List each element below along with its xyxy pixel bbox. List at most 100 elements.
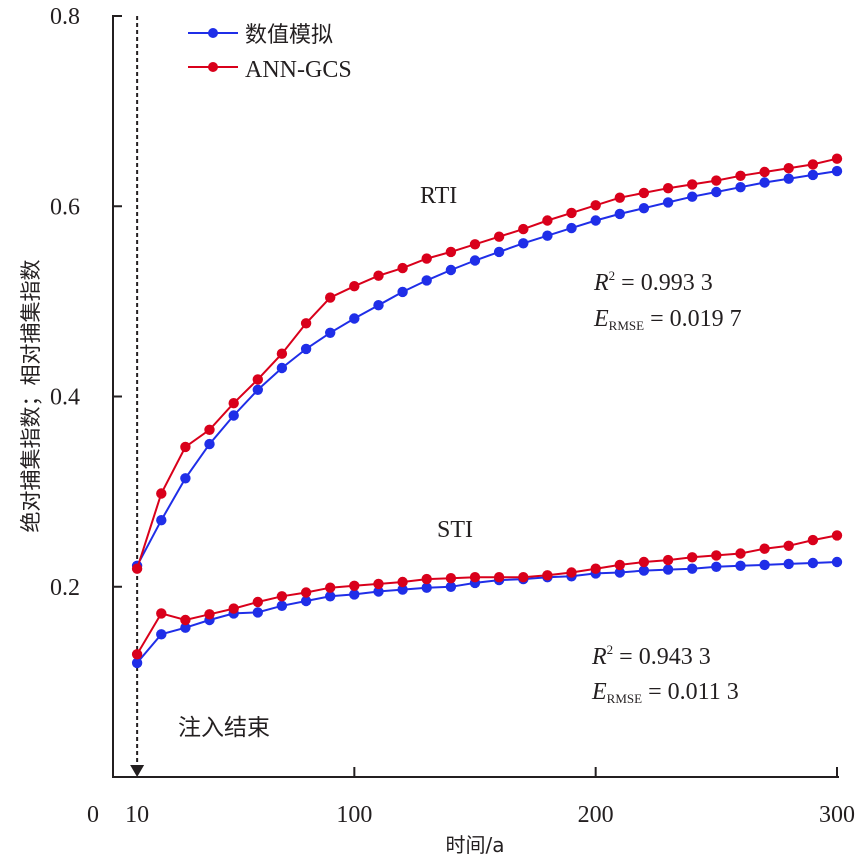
data-point: [614, 559, 625, 571]
data-point: [228, 410, 239, 421]
data-point: [759, 559, 770, 571]
data-point: [156, 515, 167, 526]
x-tick-label: 100: [336, 802, 372, 828]
data-point: [421, 573, 432, 585]
sti-rmse-stat: ERMSE = 0.011 3: [591, 679, 739, 706]
data-point: [590, 563, 601, 574]
data-point: [566, 207, 577, 219]
y-ticks: 0.2 0.4 0.6 0.8: [50, 4, 122, 601]
data-point: [518, 223, 529, 235]
sti-rmse-value: 0.011 3: [668, 679, 739, 705]
data-point: [469, 255, 481, 266]
data-point: [349, 313, 360, 324]
data-point: [687, 552, 698, 563]
data-point: [831, 556, 843, 568]
series-layer: [131, 153, 843, 669]
data-point: [445, 264, 457, 276]
injection-end-label: 注入结束: [178, 715, 270, 741]
data-point: [252, 596, 263, 608]
data-point: [180, 473, 191, 484]
data-point: [397, 576, 408, 588]
arrow-down-icon: [130, 765, 145, 777]
data-point: [421, 582, 432, 593]
data-point: [831, 165, 843, 177]
x-ticks: 0 10 100 200 300: [87, 767, 855, 828]
data-point: [735, 182, 746, 193]
data-point: [542, 230, 553, 241]
data-point: [542, 570, 553, 581]
legend-label-numerical-simulation: 数值模拟: [245, 23, 333, 48]
sti-r2-value: 0.943 3: [639, 644, 711, 670]
data-point: [831, 153, 843, 164]
axes: [112, 15, 839, 778]
series-line: [136, 170, 838, 567]
series-sti-ann-gcs: [131, 530, 843, 660]
data-point: [783, 558, 794, 570]
data-point: [349, 589, 360, 600]
data-point: [397, 286, 408, 298]
series-rti-numerical-simulation: [131, 165, 843, 571]
data-point: [180, 614, 191, 626]
data-point: [131, 563, 143, 574]
data-point: [397, 584, 408, 595]
data-point: [228, 603, 239, 614]
data-point: [566, 567, 577, 578]
rti-rmse-stat: ERMSE = 0.019 7: [593, 306, 742, 333]
legend-item-numerical-simulation: 数值模拟: [188, 23, 333, 48]
injection-end-marker: [130, 16, 145, 777]
y-axis-title: 绝对捕集指数；相对捕集指数: [19, 260, 43, 533]
data-point: [156, 608, 167, 619]
data-point: [711, 175, 722, 186]
equals-sign: =: [642, 679, 668, 705]
data-point: [590, 200, 601, 211]
data-point: [759, 543, 770, 554]
r-superscript: 2: [609, 268, 616, 283]
data-point: [445, 581, 457, 592]
data-point: [131, 649, 143, 660]
y-tick-label: 0.8: [50, 4, 80, 30]
data-point: [373, 586, 384, 597]
sti-r2-stat: R2 = 0.943 3: [591, 642, 711, 670]
data-point: [325, 292, 336, 303]
rti-label: RTI: [420, 183, 457, 209]
data-point: [276, 591, 288, 602]
data-point: [493, 231, 505, 242]
x-tick-label: 200: [578, 802, 614, 828]
data-point: [276, 600, 288, 611]
data-point: [180, 622, 191, 633]
data-point: [493, 246, 505, 258]
data-point: [783, 163, 794, 174]
data-point: [325, 591, 336, 602]
data-point: [687, 191, 698, 202]
rti-r2-stat: R2 = 0.993 3: [593, 268, 713, 296]
data-point: [735, 170, 746, 181]
legend-label-ann-gcs: ANN-GCS: [245, 57, 352, 83]
data-point: [711, 561, 722, 572]
data-point: [300, 343, 312, 355]
r-superscript: 2: [607, 642, 614, 657]
data-point: [687, 563, 698, 574]
data-point: [300, 595, 312, 607]
data-point: [469, 572, 481, 583]
data-point: [662, 564, 674, 575]
data-point: [807, 557, 819, 569]
data-point: [807, 169, 819, 181]
legend-marker-red: [208, 62, 218, 72]
data-point: [687, 179, 698, 190]
data-point: [783, 173, 794, 184]
x-tick-label: 300: [819, 802, 855, 828]
data-point: [662, 554, 674, 566]
equals-sign: =: [615, 270, 641, 296]
data-point: [638, 556, 650, 568]
y-tick-label: 0.4: [50, 385, 80, 411]
equals-sign: =: [644, 306, 670, 332]
data-point: [397, 262, 408, 274]
data-point: [300, 318, 312, 329]
data-point: [180, 441, 191, 453]
data-point: [566, 222, 577, 234]
data-point: [445, 573, 457, 584]
data-point: [735, 560, 746, 571]
data-point: [228, 398, 239, 409]
rmse-subscript: RMSE: [609, 318, 644, 333]
